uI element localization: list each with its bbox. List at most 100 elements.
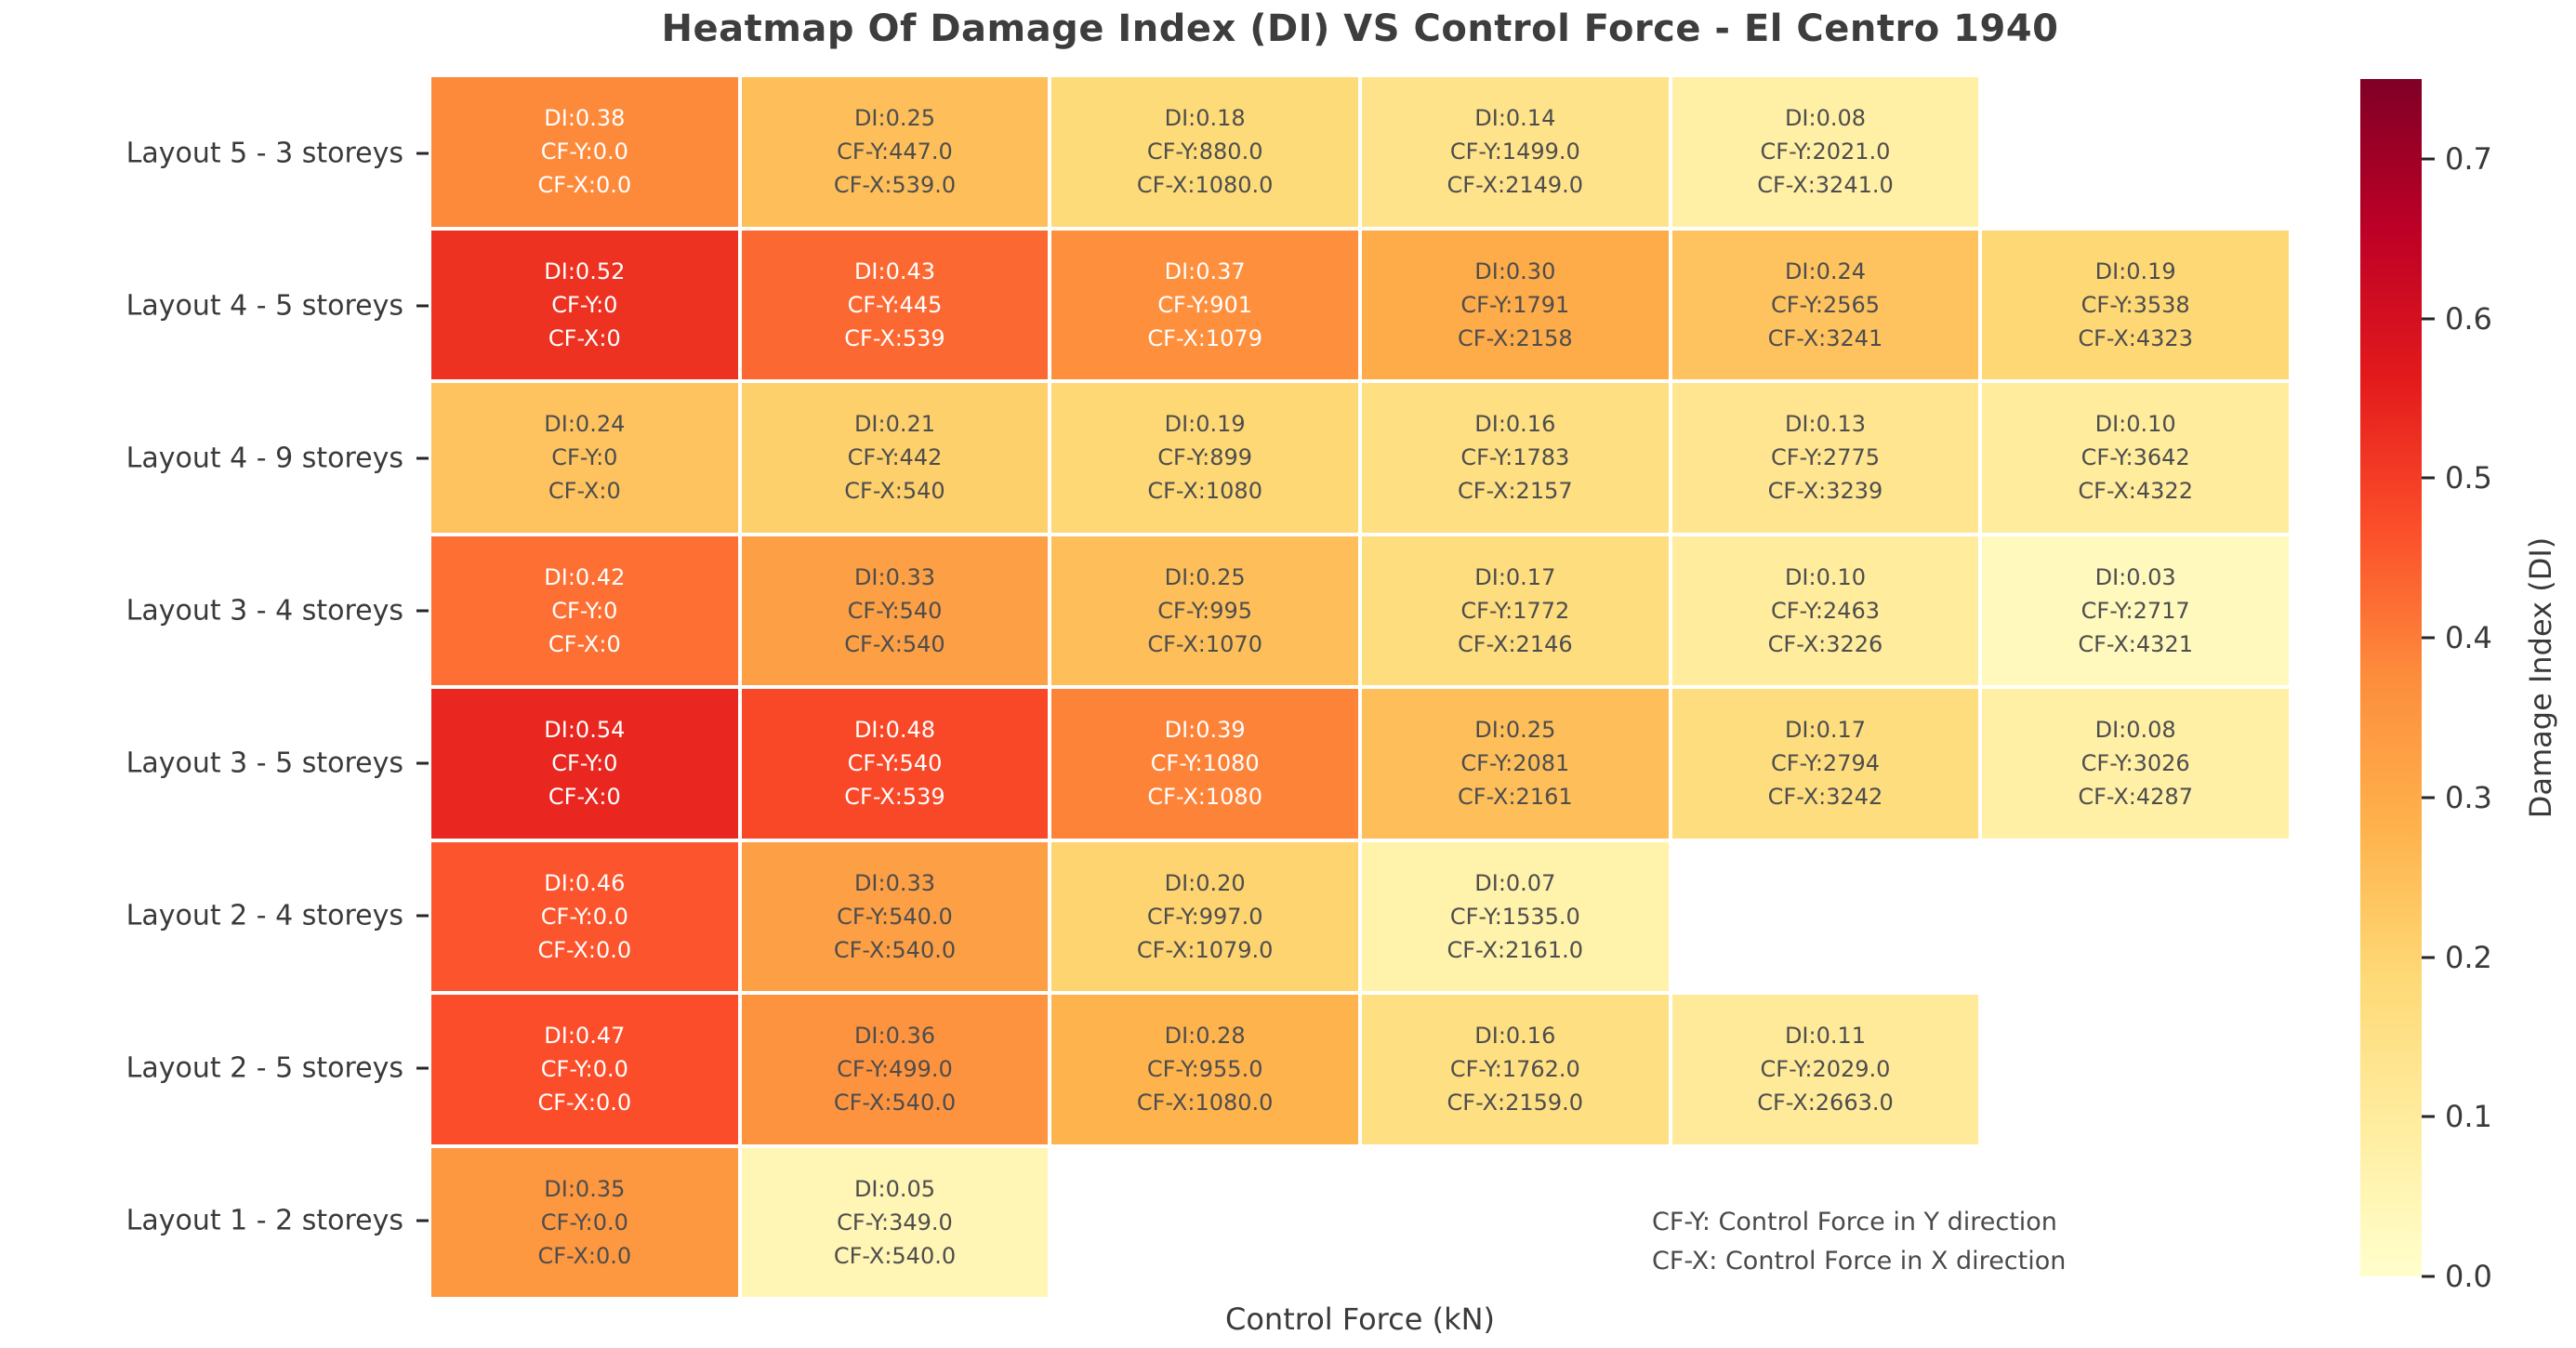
cell-cfy-value: CF-Y:1772 — [1460, 597, 1570, 624]
cell-cfx-value: CF-X:0 — [548, 630, 621, 657]
cell-cfx-value: CF-X:1080.0 — [1136, 172, 1274, 199]
colorbar-tick-mark — [2422, 1115, 2435, 1118]
cell-di-value: DI:0.38 — [544, 105, 626, 132]
cell-di-value: DI:0.42 — [544, 563, 626, 590]
cell-cfx-value: CF-X:3242 — [1767, 784, 1883, 811]
heatmap-cell: DI:0.18 CF-Y:880.0 CF-X:1080.0 — [1051, 77, 1358, 227]
cell-cfx-value: CF-X:4321 — [2078, 630, 2193, 657]
cell-cfx-value: CF-X:2161 — [1458, 784, 1573, 811]
annotation-line-cfy: CF-Y: Control Force in Y direction — [1652, 1208, 2057, 1236]
heatmap-grid: DI:0.38 CF-Y:0.0 CF-X:0.0 DI:0.25 CF-Y:447.0… — [431, 77, 2289, 1297]
cell-di-value: DI:0.19 — [2094, 258, 2176, 284]
cell-di-value: DI:0.28 — [1164, 1023, 1246, 1050]
heatmap-cell: DI:0.08 CF-Y:3026 CF-X:4287 — [1982, 689, 2289, 839]
heatmap-cell: DI:0.28 CF-Y:955.0 CF-X:1080.0 — [1051, 995, 1358, 1144]
cell-cfy-value: CF-Y:1791 — [1460, 291, 1570, 318]
heatmap-cell-empty — [1982, 995, 2289, 1144]
y-tick-label: Layout 5 - 3 storeys — [125, 137, 403, 170]
cell-di-value: DI:0.13 — [1784, 411, 1867, 438]
colorbar-tick-label: 0.5 — [2445, 460, 2492, 496]
y-tick-mark — [416, 1066, 429, 1070]
colorbar-tick-mark — [2422, 956, 2435, 959]
cell-di-value: DI:0.07 — [1474, 869, 1556, 896]
cell-di-value: DI:0.43 — [853, 258, 936, 284]
cell-cfx-value: CF-X:4322 — [2078, 478, 2193, 505]
colorbar-tick-mark — [2422, 157, 2435, 161]
heatmap-cell: DI:0.08 CF-Y:2021.0 CF-X:3241.0 — [1671, 77, 1979, 227]
colorbar-tick-label: 0.4 — [2445, 620, 2492, 656]
heatmap-cell: DI:0.05 CF-Y:349.0 CF-X:540.0 — [741, 1147, 1049, 1297]
cell-cfx-value: CF-X:0 — [548, 478, 621, 505]
cell-cfy-value: CF-Y:2565 — [1770, 291, 1880, 318]
cell-cfy-value: CF-Y:0.0 — [540, 903, 628, 930]
cell-cfy-value: CF-Y:0.0 — [540, 1209, 628, 1236]
heatmap-cell: DI:0.16 CF-Y:1762.0 CF-X:2159.0 — [1361, 995, 1669, 1144]
cell-di-value: DI:0.47 — [544, 1023, 626, 1050]
y-tick-mark — [416, 1219, 429, 1222]
cell-cfy-value: CF-Y:899 — [1157, 444, 1253, 471]
cell-cfx-value: CF-X:2149.0 — [1447, 172, 1584, 199]
heatmap-cell: DI:0.30 CF-Y:1791 CF-X:2158 — [1361, 230, 1669, 379]
cell-cfx-value: CF-X:3239 — [1767, 478, 1883, 505]
heatmap-cell: DI:0.16 CF-Y:1783 CF-X:2157 — [1361, 383, 1669, 533]
heatmap-cell: DI:0.25 CF-Y:995 CF-X:1070 — [1051, 535, 1358, 685]
cell-cfy-value: CF-Y:2775 — [1770, 444, 1880, 471]
cell-cfy-value: CF-Y:0 — [551, 291, 618, 318]
heatmap-cell: DI:0.21 CF-Y:442 CF-X:540 — [741, 383, 1049, 533]
cell-cfy-value: CF-Y:0 — [551, 750, 618, 777]
cell-cfy-value: CF-Y:2021.0 — [1760, 139, 1891, 165]
colorbar-tick-mark — [2422, 1275, 2435, 1278]
cell-cfy-value: CF-Y:445 — [847, 291, 943, 318]
cell-di-value: DI:0.03 — [2094, 563, 2176, 590]
colorbar-tick-label: 0.1 — [2445, 1099, 2492, 1135]
cell-cfx-value: CF-X:1079.0 — [1136, 936, 1274, 963]
cell-di-value: DI:0.05 — [853, 1175, 936, 1202]
cell-cfy-value: CF-Y:2463 — [1770, 597, 1880, 624]
cell-cfy-value: CF-Y:447.0 — [837, 139, 953, 165]
y-tick-mark — [416, 761, 429, 765]
cell-cfy-value: CF-Y:349.0 — [837, 1209, 953, 1236]
y-tick-mark — [416, 609, 429, 613]
y-tick-label: Layout 3 - 5 storeys — [125, 747, 403, 780]
cell-di-value: DI:0.54 — [544, 717, 626, 744]
cell-di-value: DI:0.35 — [544, 1175, 626, 1202]
cell-cfy-value: CF-Y:3642 — [2081, 444, 2190, 471]
cell-di-value: DI:0.10 — [2094, 411, 2176, 438]
cell-cfx-value: CF-X:2146 — [1458, 630, 1573, 657]
cell-cfy-value: CF-Y:442 — [847, 444, 943, 471]
heatmap-cell-empty — [1982, 77, 2289, 227]
heatmap-cell: DI:0.19 CF-Y:899 CF-X:1080 — [1051, 383, 1358, 533]
heatmap-cell: DI:0.54 CF-Y:0 CF-X:0 — [431, 689, 738, 839]
colorbar-tick-mark — [2422, 476, 2435, 480]
heatmap-cell: DI:0.03 CF-Y:2717 CF-X:4321 — [1982, 535, 2289, 685]
cell-cfx-value: CF-X:3241.0 — [1757, 172, 1894, 199]
colorbar-tick-label: 0.6 — [2445, 300, 2492, 337]
cell-di-value: DI:0.08 — [1784, 105, 1867, 132]
cell-cfx-value: CF-X:1080 — [1147, 784, 1262, 811]
cell-di-value: DI:0.48 — [853, 717, 936, 744]
y-tick-label: Layout 4 - 5 storeys — [125, 289, 403, 323]
cell-di-value: DI:0.24 — [544, 411, 626, 438]
cell-cfx-value: CF-X:1080.0 — [1136, 1090, 1274, 1117]
cell-cfy-value: CF-Y:3538 — [2081, 291, 2190, 318]
cell-cfx-value: CF-X:3226 — [1767, 630, 1883, 657]
cell-cfy-value: CF-Y:1499.0 — [1449, 139, 1580, 165]
cell-cfy-value: CF-Y:955.0 — [1146, 1056, 1263, 1083]
cell-di-value: DI:0.16 — [1474, 1023, 1556, 1050]
cell-cfx-value: CF-X:539.0 — [833, 172, 957, 199]
y-tick-label: Layout 2 - 5 storeys — [125, 1051, 403, 1085]
cell-di-value: DI:0.19 — [1164, 411, 1246, 438]
heatmap-cell: DI:0.46 CF-Y:0.0 CF-X:0.0 — [431, 841, 738, 991]
y-tick-mark — [416, 304, 429, 308]
cell-di-value: DI:0.39 — [1164, 717, 1246, 744]
x-axis-label: Control Force (kN) — [1224, 1302, 1496, 1337]
cell-di-value: DI:0.08 — [2094, 717, 2176, 744]
y-tick-label: Layout 2 - 4 storeys — [125, 899, 403, 932]
cell-cfx-value: CF-X:4323 — [2078, 324, 2193, 351]
colorbar-label: Damage Index (DI) — [2523, 536, 2558, 819]
colorbar-tick-mark — [2422, 317, 2435, 321]
heatmap-cell: DI:0.48 CF-Y:540 CF-X:539 — [741, 689, 1049, 839]
cell-cfy-value: CF-Y:540.0 — [837, 903, 953, 930]
cell-di-value: DI:0.21 — [853, 411, 936, 438]
